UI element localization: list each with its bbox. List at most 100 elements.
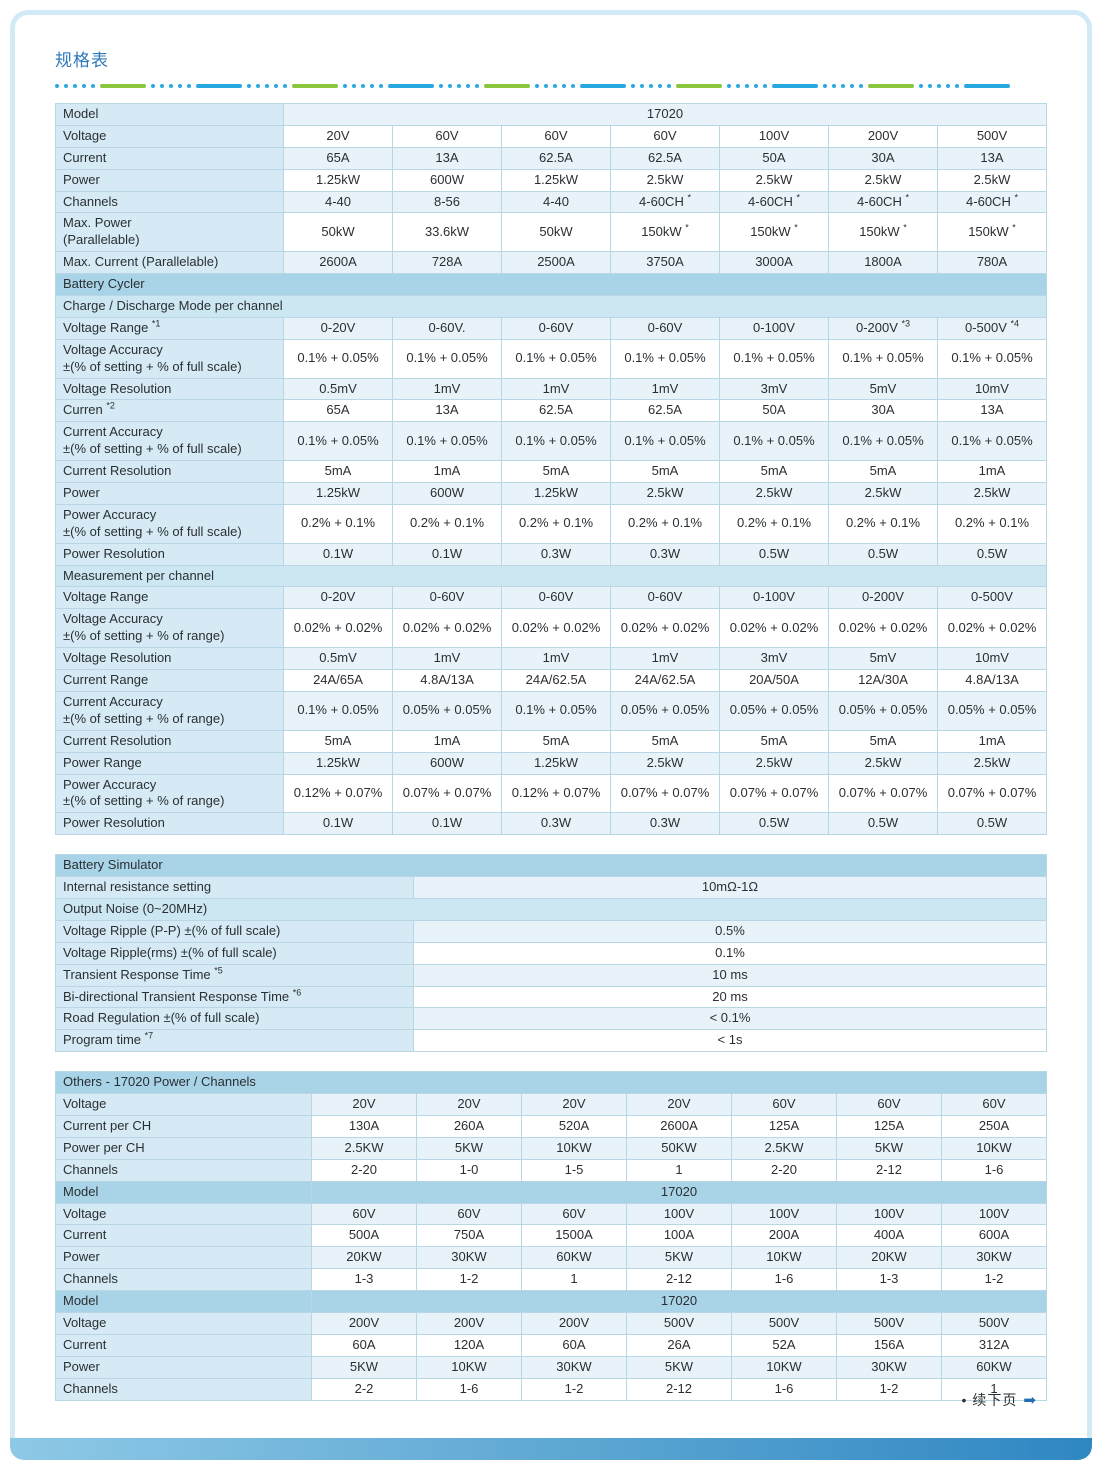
cell: 0.1W xyxy=(283,542,393,566)
cell: 600A xyxy=(941,1224,1047,1248)
section-header: Charge / Discharge Mode per channel xyxy=(55,295,1047,318)
cell: 0.3W xyxy=(610,812,720,836)
divider-dot xyxy=(859,84,863,88)
cell: 10mV xyxy=(937,377,1047,401)
cell: 0.05% + 0.05% xyxy=(937,690,1047,731)
divider-dot xyxy=(571,84,575,88)
divider-dot xyxy=(631,84,635,88)
spec-table-others: Others - 17020 Power / Channels Voltage 20… xyxy=(55,1071,1047,1401)
cell: 5KW xyxy=(416,1136,522,1160)
row-label: Transient Response Time *5 xyxy=(55,963,414,987)
cell: 5mA xyxy=(283,460,393,484)
table-row: Bi-directional Transient Response Time *… xyxy=(55,985,1047,1009)
cell: 5KW xyxy=(626,1355,732,1379)
table-row: Power per CH 2.5KW 5KW 10KW 50KW 2.5KW 5KW 10KW xyxy=(55,1136,1047,1160)
cell: 20V xyxy=(521,1093,627,1116)
cell: 60V xyxy=(501,124,611,148)
section-header: Battery Cycler xyxy=(55,273,1047,297)
cell: 600W xyxy=(392,482,502,505)
cell: 0.05% + 0.05% xyxy=(610,690,720,731)
divider-dot xyxy=(256,84,260,88)
divider-dot xyxy=(352,84,356,88)
cell: 5KW xyxy=(311,1355,417,1379)
row-label: Bi-directional Transient Response Time *… xyxy=(55,985,414,1009)
row-label: Power Range xyxy=(55,751,284,775)
row-label: Current xyxy=(55,146,284,170)
model-row-label: Model xyxy=(55,1290,312,1313)
cell: 150kW * xyxy=(719,212,829,253)
cell: 0.07% + 0.07% xyxy=(392,773,502,814)
divider-dash xyxy=(676,84,722,88)
divider-dot xyxy=(736,84,740,88)
cell: 200V xyxy=(416,1311,522,1335)
divider-dot xyxy=(343,84,347,88)
cell: 20V xyxy=(626,1093,732,1116)
cell: 0.2% + 0.1% xyxy=(828,503,938,544)
cell: 5mA xyxy=(283,729,393,753)
row-label: Voltage xyxy=(55,1202,312,1226)
cell: 60V xyxy=(521,1202,627,1226)
cell: 0.2% + 0.1% xyxy=(937,503,1047,544)
cell: 0.02% + 0.02% xyxy=(937,608,1047,649)
cell: 0.5W xyxy=(937,812,1047,836)
row-label: Curren *2 xyxy=(55,399,284,423)
footnote-marker: * xyxy=(687,192,691,203)
divider-dot xyxy=(535,84,539,88)
cell: 1-5 xyxy=(521,1158,627,1182)
cell: 150kW * xyxy=(937,212,1047,253)
cell: 0-200V xyxy=(828,586,938,610)
divider-dot xyxy=(658,84,662,88)
table-row: Voltage Range *1 0-20V 0-60V. 0-60V 0-60V 0-1… xyxy=(55,316,1047,340)
row-label: Model xyxy=(55,103,284,126)
cell: 33.6kW xyxy=(392,212,502,253)
table-row: Output Noise (0~20MHz) xyxy=(55,897,1047,921)
cell: 60V xyxy=(731,1093,837,1116)
cell: 1.25kW xyxy=(501,482,611,505)
divider-dash xyxy=(292,84,338,88)
divider-dot xyxy=(361,84,365,88)
cell: 0.1% + 0.05% xyxy=(828,421,938,462)
table-row: Voltage Range 0-20V 0-60V 0-60V 0-60V 0-100V 0… xyxy=(55,586,1047,610)
table-row: Channels 2-2 1-6 1-2 2-12 1-6 1-2 1 xyxy=(55,1377,1047,1401)
cell: 0-500V *4 xyxy=(937,316,1047,340)
table-row: Power Accuracy ±(% of setting + % of ful… xyxy=(55,503,1047,544)
cell: 0-60V xyxy=(610,586,720,610)
cell: 100V xyxy=(719,124,829,148)
cell: 1mV xyxy=(501,377,611,401)
cell: 30A xyxy=(828,146,938,170)
cell: 2-12 xyxy=(626,1377,732,1401)
cell: 13A xyxy=(937,399,1047,423)
cell: 0.1% + 0.05% xyxy=(610,338,720,379)
cell: 750A xyxy=(416,1224,522,1248)
row-label: Power xyxy=(55,168,284,192)
divider-dot xyxy=(457,84,461,88)
table-row: Internal resistance setting 10mΩ-1Ω xyxy=(55,876,1047,899)
cell: 500V xyxy=(626,1311,732,1335)
cell: 2500A xyxy=(501,251,611,275)
cell: 1-6 xyxy=(731,1377,837,1401)
cell: 100V xyxy=(731,1202,837,1226)
cell: 65A xyxy=(283,399,393,423)
cell: 0.5W xyxy=(937,542,1047,566)
divider-dash xyxy=(388,84,434,88)
cell: 0.1% + 0.05% xyxy=(937,338,1047,379)
table-row: Voltage Accuracy ±(% of setting + % of f… xyxy=(55,338,1047,379)
cell: 2.5kW xyxy=(610,482,720,505)
row-value: 20 ms xyxy=(413,985,1047,1009)
divider-dot xyxy=(466,84,470,88)
cell: 50KW xyxy=(626,1136,732,1160)
cell: 0-60V xyxy=(610,316,720,340)
cell: 60V xyxy=(610,124,720,148)
cell: 1800A xyxy=(828,251,938,275)
footnote-marker: *7 xyxy=(144,1030,154,1041)
table-row: Voltage Ripple (P-P) ±(% of full scale) 0… xyxy=(55,919,1047,943)
continued-text: 续下页 xyxy=(972,1392,1018,1408)
row-label: Current Accuracy ±(% of setting + % of f… xyxy=(55,421,284,462)
cell: 1-6 xyxy=(941,1158,1047,1182)
row-label: Voltage Accuracy ±(% of setting + % of f… xyxy=(55,338,284,379)
cell: 5mA xyxy=(828,460,938,484)
cell: 60V xyxy=(392,124,502,148)
cell: 0.1% + 0.05% xyxy=(937,421,1047,462)
cell: 3750A xyxy=(610,251,720,275)
row-value: 0.1% xyxy=(413,941,1047,965)
